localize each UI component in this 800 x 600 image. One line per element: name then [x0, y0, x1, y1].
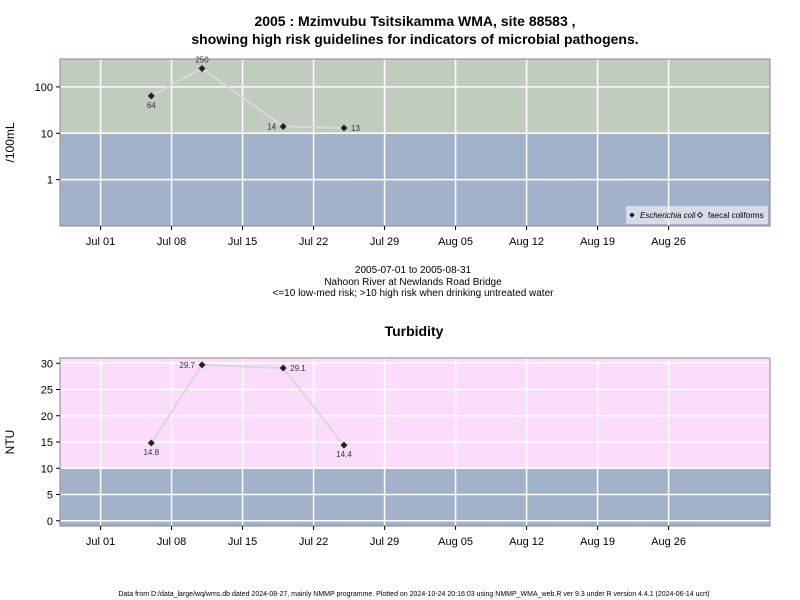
y-axis-label: NTU	[3, 430, 17, 455]
x-tick-label: Aug 05	[438, 536, 473, 548]
y-tick-label: 15	[41, 437, 53, 449]
x-tick-label: Jul 22	[299, 236, 328, 248]
legend-marker	[696, 211, 704, 219]
data-label: 14	[267, 123, 276, 132]
x-tick-label: Aug 12	[509, 236, 544, 248]
data-point-marker	[279, 123, 287, 131]
x-tick-label: Aug 05	[438, 236, 473, 248]
data-point-marker	[198, 64, 206, 72]
x-tick-label: Aug 12	[509, 536, 544, 548]
turbidity-chart: 0 5 10 15 20 25 30 Jul 01 Jul 08 Jul 15 Jul 22 Jul …	[3, 357, 771, 548]
y-tick-label: 1	[47, 175, 53, 187]
x-tick-label: Aug 19	[580, 236, 615, 248]
plot-frame	[59, 58, 771, 227]
data-label: 14.4	[336, 450, 352, 459]
footer-text: Data from D:/data_large/wq/wms.db dated …	[118, 591, 709, 598]
chart-title-line2: showing high risk guidelines for indicat…	[191, 31, 638, 47]
chart-title-line1: 2005 : Mzimvubu Tsitsikamma WMA, site 88…	[254, 13, 575, 29]
x-tick-label: Aug 26	[651, 536, 686, 548]
legend-label: faecal coliforms	[708, 211, 764, 220]
data-point-marker	[147, 439, 155, 447]
legend-label: Escherichia coli	[640, 211, 696, 220]
y-tick-label: 100	[35, 82, 53, 94]
x-tick-label: Jul 01	[86, 236, 115, 248]
date-range-text: 2005-07-01 to 2005-08-31	[355, 265, 472, 276]
series-line	[150, 67, 345, 129]
data-label: 29.1	[290, 364, 306, 373]
data-label: 250	[195, 55, 209, 64]
x-tick-label: Jul 08	[157, 236, 186, 248]
series-line	[150, 363, 345, 446]
legend-marker	[629, 212, 635, 218]
x-tick-label: Jul 01	[86, 536, 115, 548]
y-tick-label: 30	[41, 358, 53, 370]
risk-guideline-text: <=10 low-med risk; >10 high risk when dr…	[273, 288, 555, 299]
site-name-text: Nahoon River at Newlands Road Bridge	[324, 277, 502, 288]
y-tick-label: 5	[47, 490, 53, 502]
risk-band	[60, 59, 770, 134]
risk-band	[60, 358, 770, 469]
microbial-chart: 1 10 100 Jul 01 Jul 08 Jul 15 Jul 22 Jul 29 Aug …	[3, 55, 771, 248]
data-point-marker	[198, 361, 206, 369]
x-tick-label: Jul 29	[370, 236, 399, 248]
data-point-marker	[147, 92, 155, 100]
data-label: 64	[147, 101, 156, 110]
data-label: 13	[351, 124, 360, 133]
x-tick-label: Jul 08	[157, 536, 186, 548]
y-tick-label: 10	[41, 128, 53, 140]
y-tick-label: 20	[41, 411, 53, 423]
data-point-marker	[340, 124, 348, 132]
data-label: 29.7	[179, 361, 195, 370]
data-point-marker	[279, 364, 287, 372]
data-label: 14.8	[143, 448, 159, 457]
x-tick-label: Aug 26	[651, 236, 686, 248]
x-tick-label: Aug 19	[580, 536, 615, 548]
x-tick-label: Jul 29	[370, 536, 399, 548]
y-tick-label: 25	[41, 385, 53, 397]
x-tick-label: Jul 15	[228, 536, 257, 548]
turbidity-title: Turbidity	[385, 323, 444, 339]
x-tick-label: Jul 22	[299, 536, 328, 548]
data-point-marker	[340, 441, 348, 449]
y-tick-label: 10	[41, 463, 53, 475]
y-tick-label: 0	[47, 516, 53, 528]
x-tick-label: Jul 15	[228, 236, 257, 248]
risk-band	[60, 468, 770, 526]
y-axis-label: /100mL	[3, 122, 17, 162]
